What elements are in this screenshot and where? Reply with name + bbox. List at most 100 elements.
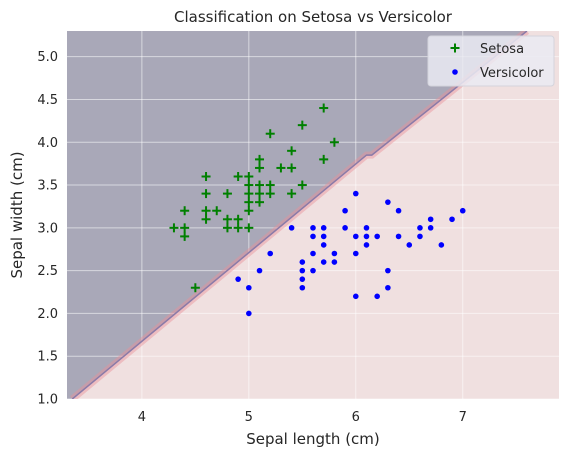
- y-axis-ticks: 1.0 1.5 2.0 2.5 3.0 3.5 4.0 4.5 5.0: [37, 50, 58, 407]
- point-versicolor: [310, 267, 316, 274]
- chart-title: Classification on Setosa vs Versicolor: [174, 8, 453, 26]
- x-tick-label: 4: [138, 410, 146, 425]
- point-versicolor: [235, 276, 241, 282]
- point-setosa: [244, 206, 254, 216]
- point-setosa: [319, 103, 329, 113]
- point-versicolor: [385, 284, 391, 291]
- point-setosa: [255, 163, 265, 173]
- point-versicolor: [299, 284, 306, 291]
- point-versicolor: [395, 207, 402, 214]
- legend-label-versicolor: Versicolor: [480, 66, 544, 81]
- point-versicolor: [374, 233, 380, 240]
- point-versicolor: [449, 216, 455, 223]
- point-setosa: [265, 180, 275, 190]
- point-setosa: [287, 146, 297, 156]
- point-versicolor: [342, 225, 348, 231]
- point-versicolor: [256, 267, 263, 274]
- point-setosa: [255, 189, 265, 199]
- legend-symbol-setosa: [450, 43, 460, 53]
- point-versicolor: [438, 242, 445, 248]
- point-versicolor: [320, 225, 327, 231]
- point-setosa: [222, 214, 232, 224]
- point-setosa: [169, 223, 179, 233]
- point-versicolor: [427, 216, 434, 223]
- point-versicolor: [395, 233, 402, 240]
- point-versicolor: [331, 250, 338, 257]
- x-tick-label: 7: [459, 410, 467, 425]
- decision-boundary: [71, 31, 528, 399]
- point-setosa: [329, 137, 339, 147]
- point-versicolor: [331, 259, 338, 265]
- x-tick-label: 5: [245, 410, 253, 425]
- point-setosa: [287, 189, 297, 199]
- point-versicolor: [320, 259, 327, 265]
- legend: Setosa Versicolor: [427, 35, 555, 87]
- point-versicolor: [385, 199, 391, 205]
- point-versicolor: [310, 250, 316, 257]
- setosa-region: [67, 31, 527, 399]
- point-setosa: [244, 223, 254, 233]
- point-setosa: [255, 197, 265, 207]
- point-versicolor: [363, 233, 370, 240]
- point-versicolor: [374, 293, 380, 300]
- point-setosa: [297, 180, 307, 190]
- point-setosa: [319, 154, 329, 164]
- point-setosa: [222, 223, 232, 233]
- point-setosa: [244, 180, 254, 190]
- x-axis-label: Sepal length (cm): [246, 430, 380, 448]
- y-tick-label: 1.0: [37, 393, 58, 408]
- y-tick-label: 2.5: [37, 264, 58, 279]
- point-setosa: [276, 163, 286, 173]
- point-setosa: [201, 214, 211, 224]
- y-tick-label: 4.0: [37, 136, 58, 151]
- legend-label-setosa: Setosa: [480, 42, 524, 57]
- data-points: [169, 103, 466, 317]
- point-versicolor: [299, 267, 306, 274]
- y-tick-label: 3.0: [37, 221, 58, 236]
- point-setosa: [233, 214, 243, 224]
- x-axis-ticks: 4 5 6 7: [138, 410, 467, 425]
- point-setosa: [233, 223, 243, 233]
- point-versicolor: [352, 250, 359, 257]
- point-versicolor: [363, 242, 370, 248]
- point-setosa: [233, 171, 243, 181]
- point-setosa: [244, 189, 254, 199]
- point-setosa: [190, 283, 200, 293]
- point-versicolor: [363, 225, 370, 231]
- point-setosa: [222, 189, 232, 199]
- point-setosa: [201, 189, 211, 199]
- point-setosa: [255, 180, 265, 190]
- point-versicolor: [246, 284, 252, 291]
- point-setosa: [244, 197, 254, 207]
- x-tick-label: 6: [352, 410, 360, 425]
- point-versicolor: [267, 250, 274, 257]
- point-versicolor: [299, 259, 306, 265]
- legend-marker-setosa: [450, 43, 460, 53]
- point-versicolor: [417, 225, 423, 231]
- point-versicolor: [310, 225, 316, 231]
- y-tick-label: 4.5: [37, 93, 58, 108]
- point-versicolor: [385, 267, 391, 274]
- point-versicolor: [320, 233, 327, 240]
- point-setosa: [265, 189, 275, 199]
- point-setosa: [201, 171, 211, 181]
- point-setosa: [287, 163, 297, 173]
- legend-symbol-versicolor: [452, 69, 458, 75]
- y-axis-label: Sepal width (cm): [8, 151, 26, 278]
- point-versicolor: [352, 190, 359, 197]
- legend-marker-versicolor: [452, 69, 458, 75]
- point-setosa: [255, 154, 265, 164]
- point-setosa: [244, 171, 254, 181]
- point-versicolor: [299, 276, 306, 282]
- point-setosa: [180, 223, 190, 233]
- point-versicolor: [406, 242, 413, 248]
- point-setosa: [180, 231, 190, 241]
- point-setosa: [212, 206, 222, 216]
- point-versicolor: [427, 225, 434, 231]
- plot-area: [67, 31, 559, 399]
- point-setosa: [297, 120, 307, 130]
- point-versicolor: [246, 310, 252, 317]
- point-versicolor: [352, 233, 359, 240]
- y-tick-label: 1.5: [37, 350, 58, 365]
